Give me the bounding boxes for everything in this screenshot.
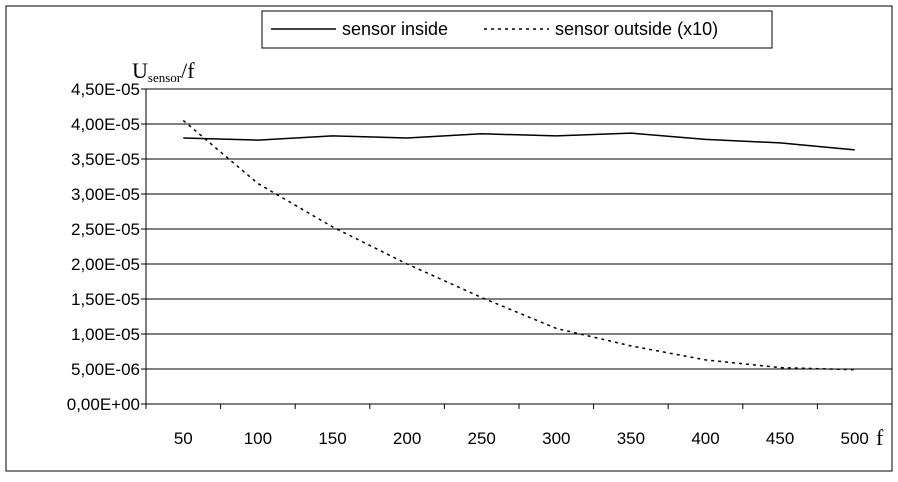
y-axis-label-main: U xyxy=(132,58,148,83)
y-tick-label: 0,00E+00 xyxy=(67,395,140,414)
y-axis-label-subscript: sensor xyxy=(148,70,182,85)
y-tick-label: 4,50E-05 xyxy=(71,80,140,99)
x-tick-label: 350 xyxy=(617,429,645,448)
y-tick-label: 4,00E-05 xyxy=(71,115,140,134)
legend-box xyxy=(261,10,773,49)
x-tick-label: 100 xyxy=(244,429,272,448)
x-tick-label: 250 xyxy=(468,429,496,448)
series-line-sensor-outside xyxy=(182,119,855,371)
legend: sensor inside sensor outside (x10) xyxy=(261,10,773,49)
y-tick-label: 2,50E-05 xyxy=(71,220,140,239)
series-lines xyxy=(182,119,855,371)
x-tick-label: 450 xyxy=(766,429,794,448)
y-axis-label: Usensor/f xyxy=(132,58,195,85)
y-tick-label: 2,00E-05 xyxy=(71,255,140,274)
legend-label-sensor-outside: sensor outside (x10) xyxy=(555,19,718,39)
y-tick-labels: 0,00E+00 5,00E-06 1,00E-05 1,50E-05 2,00E-05… xyxy=(67,80,140,414)
y-tick-label: 5,00E-06 xyxy=(71,360,140,379)
y-tick-label: 3,50E-05 xyxy=(71,150,140,169)
series-line-sensor-inside xyxy=(183,132,855,151)
x-tick-label: 200 xyxy=(393,429,421,448)
y-axis-label-suffix: /f xyxy=(181,58,195,83)
legend-label-sensor-inside: sensor inside xyxy=(342,19,448,39)
x-tick-label: 400 xyxy=(691,429,719,448)
x-axis-label: f xyxy=(876,425,884,450)
y-tick-label: 1,50E-05 xyxy=(71,290,140,309)
x-tick-label: 150 xyxy=(318,429,346,448)
x-tick-label: 50 xyxy=(174,429,193,448)
gridlines xyxy=(146,88,892,370)
x-tick-label: 500 xyxy=(841,429,869,448)
x-tick-labels: 50 100 150 200 250 300 350 400 450 500 xyxy=(174,429,869,448)
axes xyxy=(141,88,893,409)
x-tick-label: 300 xyxy=(542,429,570,448)
y-tick-label: 1,00E-05 xyxy=(71,325,140,344)
y-tick-label: 3,00E-05 xyxy=(71,185,140,204)
chart-border xyxy=(5,5,893,472)
